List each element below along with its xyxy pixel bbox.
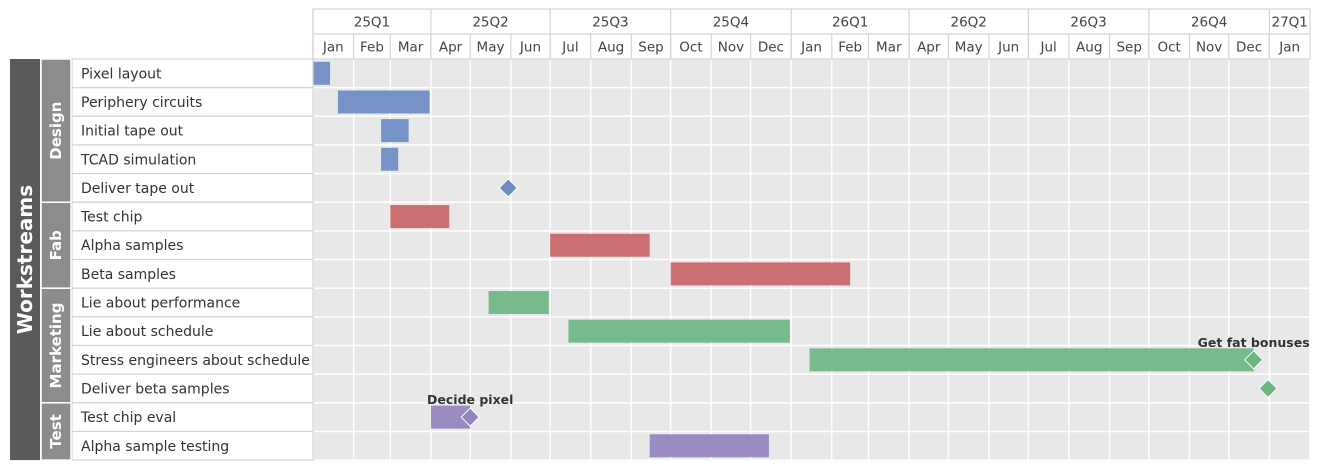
task-label: TCAD simulation xyxy=(80,152,196,168)
quarter-label: 25Q4 xyxy=(713,15,749,31)
task-label: Alpha samples xyxy=(81,238,183,254)
milestone-annotations: Get fat bonuses Decide pixel xyxy=(427,335,1310,407)
group-cell xyxy=(40,402,72,461)
group-label: Fab xyxy=(47,230,65,260)
month-label: Sep xyxy=(638,40,663,56)
month-label: Jun xyxy=(997,40,1019,56)
milestone-diamond xyxy=(1243,350,1264,370)
task-bar xyxy=(337,90,430,114)
quarter-label: 25Q1 xyxy=(354,15,390,31)
quarter-label: 26Q2 xyxy=(951,15,987,31)
quarter-label: 26Q1 xyxy=(832,15,868,31)
month-label: Feb xyxy=(838,40,862,56)
milestone-annotation: Get fat bonuses xyxy=(1198,335,1310,350)
task-label: Periphery circuits xyxy=(81,95,202,111)
month-label: Aug xyxy=(1076,40,1102,56)
task-bars xyxy=(313,61,1254,458)
task-label: Deliver beta samples xyxy=(81,381,230,397)
top-group-cell xyxy=(10,59,40,461)
task-label: Test chip xyxy=(80,210,142,226)
milestone-diamond xyxy=(460,407,480,427)
group-label: Marketing xyxy=(47,303,65,389)
task-labels: Pixel layout Periphery circuits Initial ta… xyxy=(71,58,314,461)
task-bar xyxy=(381,147,399,171)
task-label: Pixel layout xyxy=(81,66,162,82)
task-bar xyxy=(390,205,450,229)
milestone-diamond xyxy=(1258,378,1278,399)
task-label-cell xyxy=(71,316,314,347)
month-label: May xyxy=(955,40,983,56)
timeline-header: 25Q1 25Q2 25Q3 25Q4 26Q1 26Q2 26Q3 26Q4 27Q1 Jan F… xyxy=(312,8,1311,60)
milestone-annotation: Decide pixel xyxy=(427,392,513,407)
task-bar xyxy=(550,233,650,257)
month-label: Oct xyxy=(679,40,702,56)
group-cell xyxy=(40,58,72,203)
quarter-label: 26Q3 xyxy=(1070,15,1106,31)
month-label: Nov xyxy=(1196,40,1222,56)
group-label: Test xyxy=(47,414,65,449)
quarter-label: 27Q1 xyxy=(1271,15,1307,31)
task-label-cell xyxy=(71,430,314,461)
quarter-label: 25Q2 xyxy=(472,15,508,31)
quarter-label: 25Q3 xyxy=(592,15,628,31)
milestone-markers xyxy=(460,178,1278,427)
task-bar xyxy=(313,61,331,85)
task-label: Deliver tape out xyxy=(81,181,195,197)
month-label: Apr xyxy=(439,40,463,56)
month-label: Jul xyxy=(1039,40,1056,56)
month-label: Aug xyxy=(598,40,624,56)
task-bar xyxy=(488,291,549,315)
task-bar xyxy=(568,319,790,343)
month-label: Jan xyxy=(1278,40,1300,56)
task-label: Stress engineers about schedule xyxy=(81,353,310,369)
task-label-cell xyxy=(71,58,314,89)
task-label: Test chip eval xyxy=(80,410,176,426)
task-label: Lie about performance xyxy=(81,296,240,312)
month-label: Mar xyxy=(876,40,902,56)
task-bar xyxy=(381,119,409,143)
month-label: Sep xyxy=(1116,40,1141,56)
task-label-cell xyxy=(71,87,314,117)
group-labels: Workstreams Design Fab Marketing Test xyxy=(10,58,72,461)
month-label: Apr xyxy=(917,40,941,56)
task-label-cell xyxy=(71,173,314,203)
task-label: Lie about schedule xyxy=(81,324,213,340)
month-label: Dec xyxy=(758,40,784,56)
task-bar xyxy=(670,262,851,286)
task-bar xyxy=(430,405,471,429)
task-bar xyxy=(809,348,1254,372)
task-label: Initial tape out xyxy=(81,124,184,140)
task-label-cell xyxy=(71,402,314,433)
task-label-cell xyxy=(71,201,314,232)
month-label: Jul xyxy=(561,40,578,56)
task-label-cell xyxy=(71,115,314,146)
month-label: Jan xyxy=(800,40,822,56)
task-label-cell xyxy=(71,287,314,318)
group-label: Design xyxy=(47,102,65,160)
month-label: Jan xyxy=(322,40,344,56)
month-label: Feb xyxy=(360,40,384,56)
month-label: Dec xyxy=(1236,40,1262,56)
task-label: Beta samples xyxy=(81,267,176,283)
milestone-diamond xyxy=(498,178,518,198)
task-label: Alpha sample testing xyxy=(81,439,229,455)
month-label: Nov xyxy=(718,40,744,56)
task-label-cell xyxy=(71,144,314,175)
month-label: May xyxy=(477,40,505,56)
top-group-label: Workstreams xyxy=(13,185,37,334)
task-bar xyxy=(649,434,769,458)
month-label: Mar xyxy=(398,40,424,56)
quarter-label: 26Q4 xyxy=(1191,15,1227,31)
month-label: Oct xyxy=(1157,40,1180,56)
month-label: Jun xyxy=(519,40,541,56)
